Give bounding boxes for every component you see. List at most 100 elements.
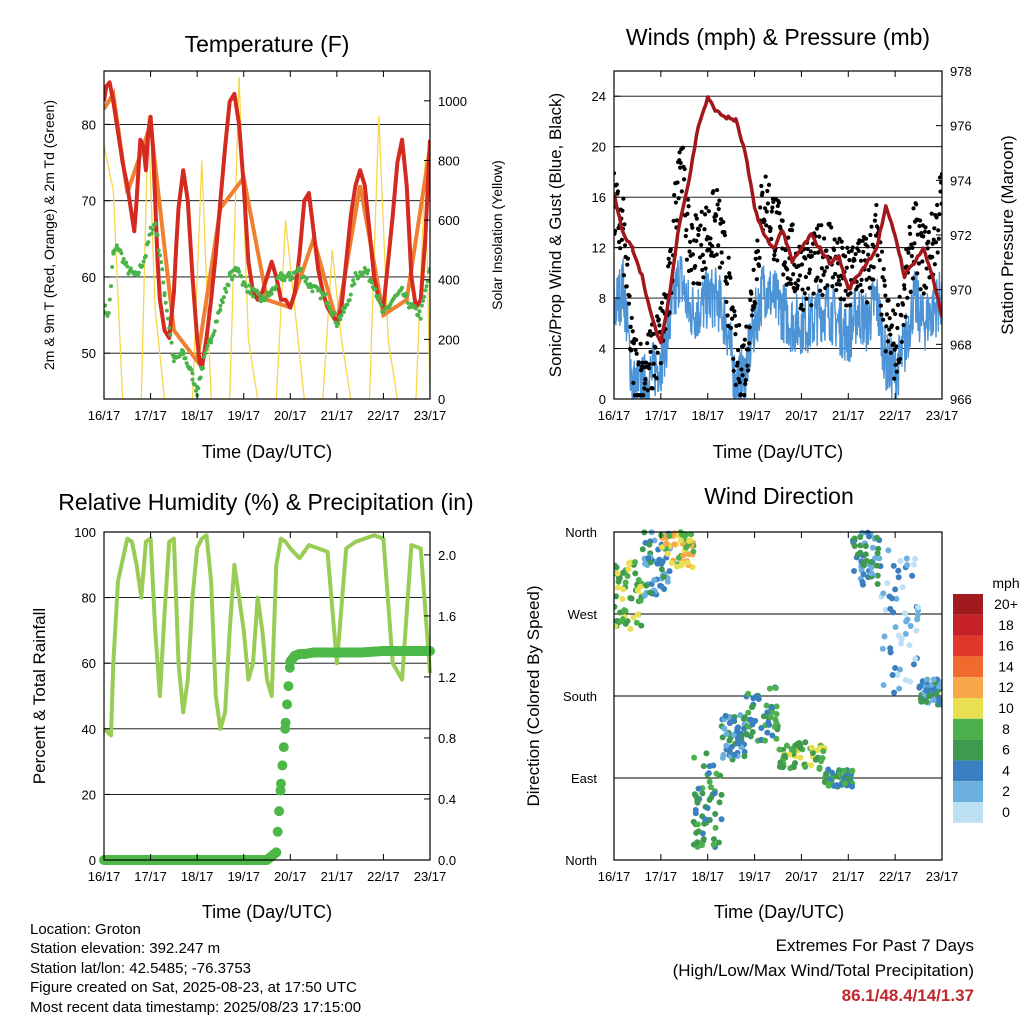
direction-point (707, 784, 714, 791)
gust-point (701, 275, 706, 280)
direction-point (688, 531, 695, 538)
gust-point (674, 218, 680, 223)
direction-point (749, 703, 756, 710)
gust-point (651, 361, 656, 366)
direction-point (779, 764, 786, 771)
direction-point (829, 769, 836, 776)
direction-point (662, 540, 669, 547)
gust-point (633, 347, 638, 353)
dewpoint-point (323, 292, 328, 297)
solar-y2tick-label: 200 (438, 332, 460, 347)
gust-point (814, 226, 820, 231)
direction-point (647, 589, 654, 596)
gust-point (722, 233, 728, 238)
humidity-xtick-label: 23/17 (414, 869, 447, 884)
direction-point (930, 697, 937, 704)
gust-point (847, 303, 853, 308)
gust-point (842, 254, 848, 259)
direction-xtick-label: 19/17 (738, 869, 771, 884)
direction-point (706, 778, 713, 785)
gust-point (682, 166, 687, 172)
humidity-ytick-label: 80 (82, 591, 96, 606)
humidity-ytick-label: 100 (74, 525, 96, 540)
gust-point (807, 270, 812, 276)
gust-point (882, 283, 887, 288)
direction-point (735, 740, 742, 747)
dewpoint-point (422, 294, 427, 299)
gust-point (740, 373, 745, 378)
direction-point (884, 580, 891, 587)
dewpoint-point (223, 286, 228, 291)
gust-point (646, 366, 651, 371)
gust-point (806, 286, 811, 291)
direction-point (899, 584, 906, 591)
gust-point (776, 200, 782, 205)
gust-point (732, 309, 737, 314)
gust-point (809, 303, 814, 308)
gust-point (757, 255, 762, 260)
direction-point (749, 728, 756, 735)
gust-point (731, 356, 736, 361)
solar-y2tick-label: 400 (438, 273, 460, 288)
dewpoint-point (351, 278, 356, 283)
dewpoint-point (218, 307, 223, 312)
gust-point (737, 380, 742, 385)
gust-point (782, 260, 788, 265)
gust-point (770, 205, 775, 210)
gust-point (934, 215, 939, 220)
direction-point (747, 716, 754, 723)
direction-point (816, 764, 823, 771)
dewpoint-point (237, 269, 242, 274)
winds-xtick-label: 16/17 (598, 408, 631, 423)
gust-point (836, 278, 842, 283)
gust-point (865, 244, 870, 249)
precip-point (282, 699, 293, 710)
gust-point (883, 293, 888, 298)
gust-point (899, 339, 904, 345)
gust-point (683, 234, 688, 239)
legend-swatch (953, 802, 983, 823)
direction-point (708, 794, 715, 801)
direction-point (766, 685, 773, 692)
winds-title: Winds (mph) & Pressure (mb) (626, 24, 930, 50)
gust-point (735, 348, 741, 353)
temperature-ytick-label: 60 (82, 270, 96, 285)
direction-point (902, 610, 909, 617)
gust-point (830, 284, 835, 289)
winds-ytick-label: 16 (592, 190, 606, 205)
dewpoint-point (239, 274, 244, 279)
gust-point (645, 341, 650, 346)
gust-point (873, 212, 878, 218)
legend-label: 20+ (994, 596, 1018, 612)
precip-y2tick-label: 1.6 (438, 609, 456, 624)
dewpoint-point (168, 332, 173, 337)
gust-point (858, 282, 863, 288)
gust-point (889, 323, 895, 328)
gust-point (630, 329, 635, 334)
gust-point (710, 243, 715, 249)
gust-point (780, 218, 785, 223)
precip-y2tick-label: 0.0 (438, 853, 456, 868)
direction-point (715, 839, 722, 846)
direction-point (700, 763, 707, 770)
direction-ytick-label: North (565, 525, 597, 540)
gust-point (922, 229, 928, 234)
gust-point (824, 265, 830, 270)
gust-point (821, 272, 826, 277)
direction-point (664, 578, 671, 585)
gust-point (668, 247, 673, 252)
legend-label: 16 (998, 638, 1014, 654)
direction-point (879, 645, 886, 652)
gust-point (817, 234, 822, 239)
dewpoint-point (141, 259, 146, 264)
gust-point (834, 282, 839, 287)
direction-point (651, 577, 658, 584)
gust-point (714, 213, 719, 218)
gust-point (930, 241, 935, 246)
direction-point (692, 810, 699, 817)
gust-point (621, 273, 627, 278)
direction-xtick-label: 23/17 (926, 869, 959, 884)
dewpoint-point (171, 359, 176, 364)
gust-point (800, 287, 805, 292)
direction-point (773, 735, 780, 742)
